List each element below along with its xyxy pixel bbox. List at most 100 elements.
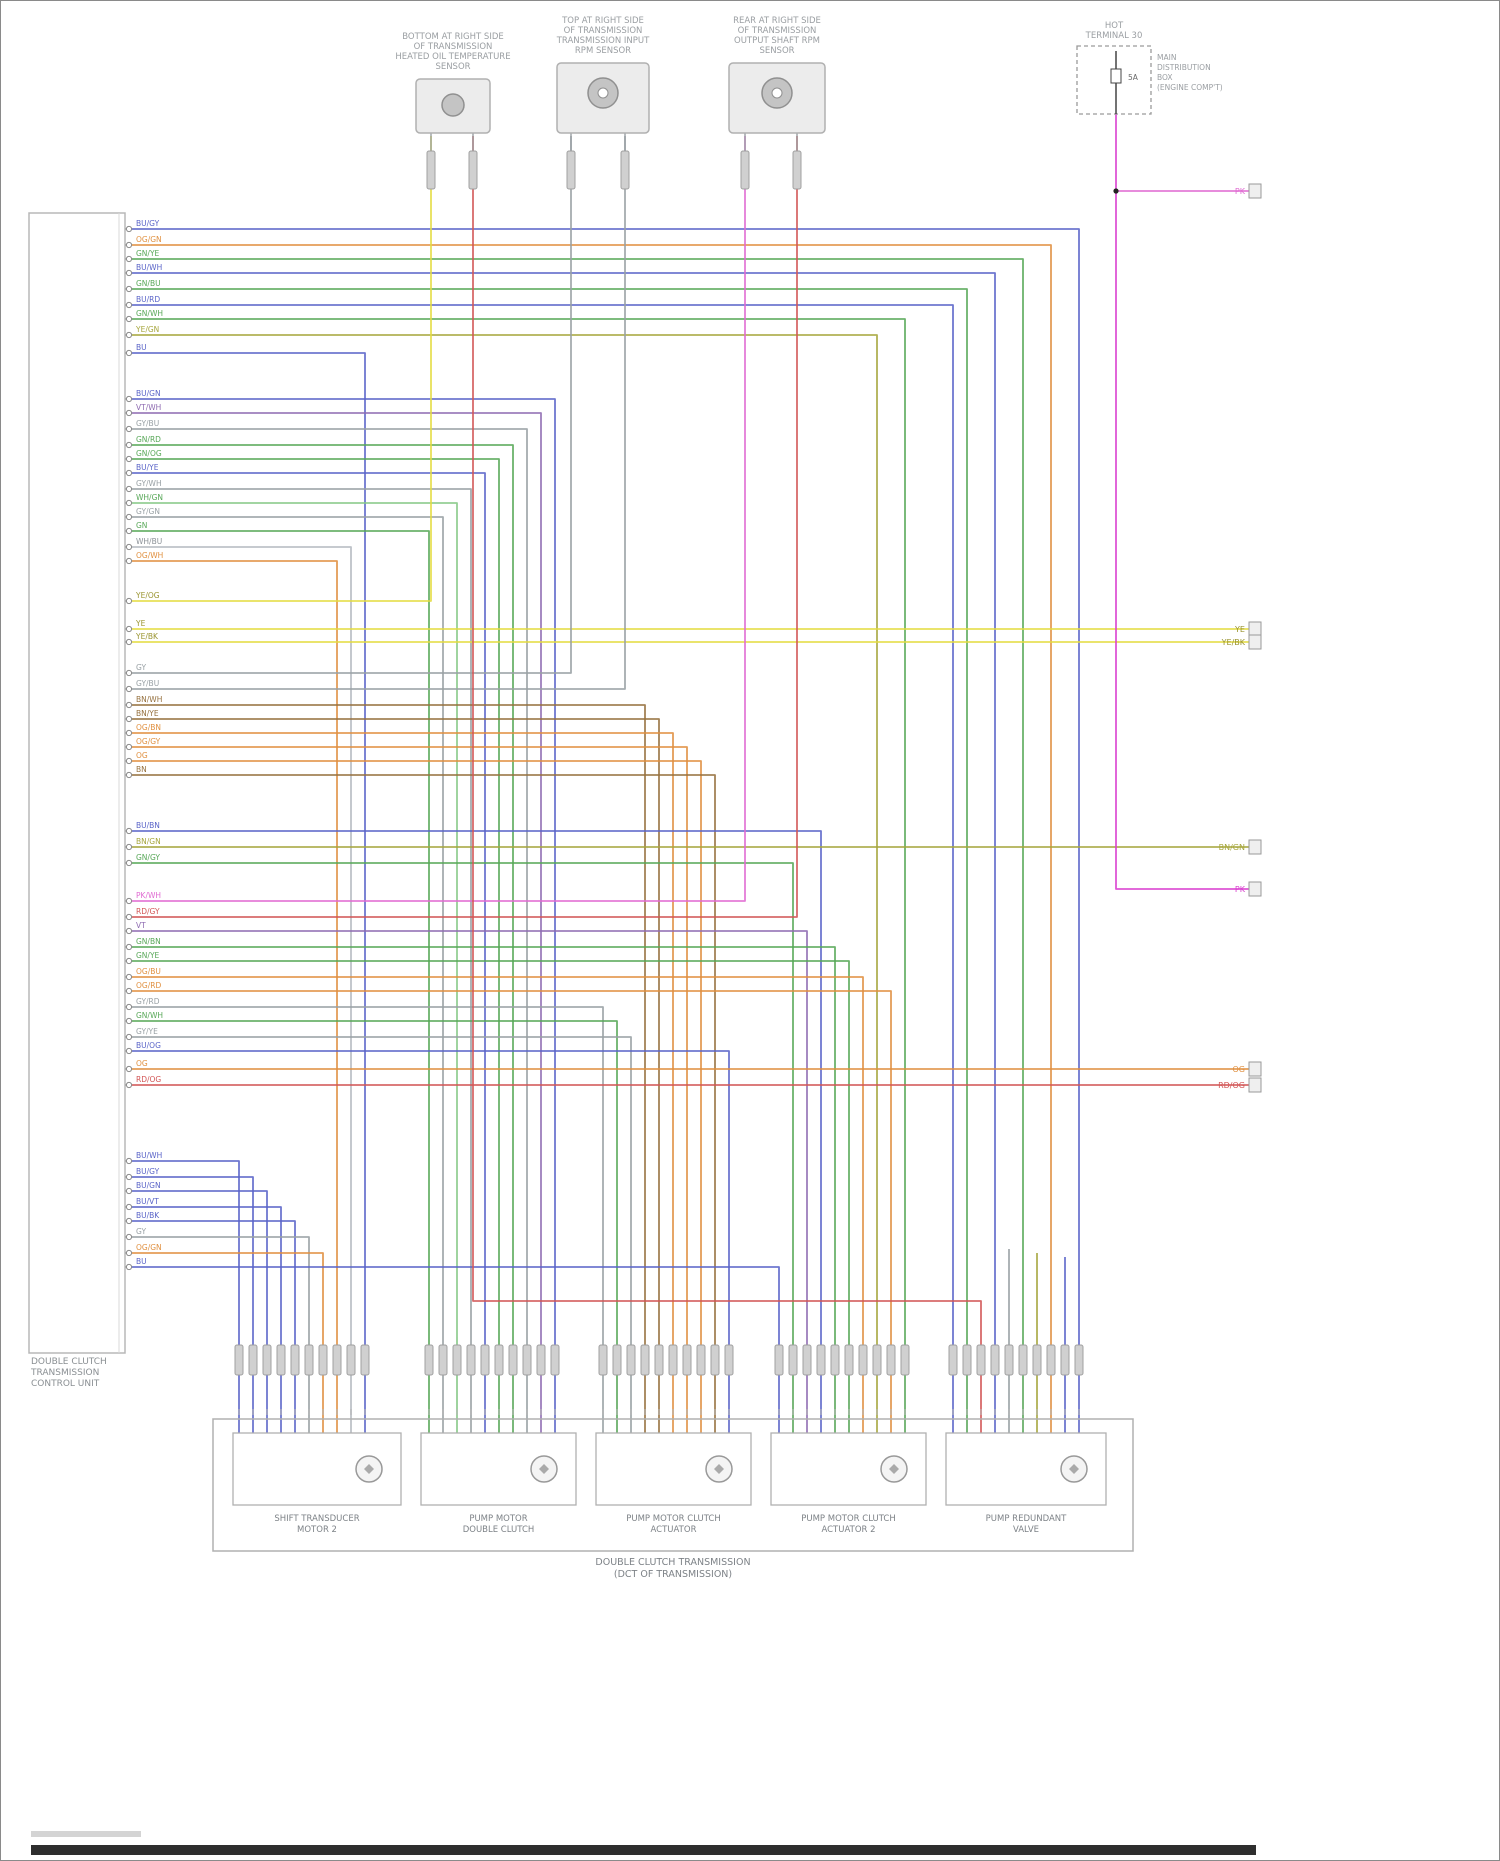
wire-bu-gy: [129, 1176, 254, 1337]
pin-terminal: [125, 743, 133, 751]
right-edge-connector: [1248, 1061, 1262, 1077]
pin-terminal: [125, 771, 133, 779]
wire-extra: [1115, 113, 1251, 890]
bottom-connector-sleeve: [774, 1344, 784, 1376]
control-unit-label-line2: TRANSMISSION: [31, 1368, 100, 1378]
bottom-connector-sleeve: [1060, 1344, 1070, 1376]
pin-code-label: BN: [136, 765, 147, 774]
right-edge-connector: [1248, 634, 1262, 650]
pin-terminal: [125, 425, 133, 433]
wire-gn-ye: [129, 258, 1024, 1337]
pin-code-label: YE: [135, 619, 146, 628]
actuator-label: PUMP REDUNDANT: [986, 1514, 1067, 1524]
pin-terminal: [125, 1047, 133, 1055]
pin-code-label: GY: [136, 1227, 146, 1236]
actuator-label: MOTOR 2: [297, 1525, 337, 1535]
pin-code-label: RD/GY: [136, 907, 160, 916]
pin-terminal: [125, 669, 133, 677]
pin-code-label: PK/WH: [136, 891, 161, 900]
pin-code-label: OG/GN: [136, 1243, 162, 1252]
right-edge-connector: [1248, 183, 1262, 199]
wire-gy-ye: [129, 1036, 632, 1337]
sensor-connector-sleeve: [792, 150, 802, 190]
pin-code-label: BU/WH: [136, 263, 162, 272]
pin-code-label: YE/GN: [135, 325, 159, 334]
wire-bu-gy: [129, 228, 1080, 1337]
pin-terminal: [125, 1017, 133, 1025]
pin-code-label: BU/YE: [136, 463, 159, 472]
pin-code-label: BU/VT: [136, 1197, 159, 1206]
bottom-connector-sleeve: [626, 1344, 636, 1376]
bottom-connector-sleeve: [830, 1344, 840, 1376]
bottom-connector-sleeve: [438, 1344, 448, 1376]
wire-bu-gn: [129, 398, 556, 1337]
bottom-connector-sleeve: [522, 1344, 532, 1376]
bottom-connector-sleeve: [290, 1344, 300, 1376]
bottom-connector-sleeve: [844, 1344, 854, 1376]
pin-code-label: GN/GY: [136, 853, 160, 862]
actuator-label: PUMP MOTOR CLUTCH: [626, 1514, 721, 1524]
wire-gy-wh: [129, 488, 472, 1337]
fusebox-caption: HOT: [1105, 21, 1124, 31]
pin-code-label: GN/RD: [136, 435, 161, 444]
pin-code-label: YE/OG: [135, 591, 160, 600]
bottom-connector-sleeve: [346, 1344, 356, 1376]
wire-bu-og: [129, 1050, 730, 1337]
actuator-label: DOUBLE CLUTCH: [463, 1525, 535, 1535]
pin-terminal: [125, 1187, 133, 1195]
pin-terminal: [125, 897, 133, 905]
transmission-enclosure-label: DOUBLE CLUTCH TRANSMISSION (DCT OF TRANS…: [213, 1557, 1133, 1581]
fusebox-note: (ENGINE COMP'T): [1157, 83, 1223, 92]
bottom-connector-sleeve: [1046, 1344, 1056, 1376]
wire-gn-wh: [129, 318, 906, 1337]
pin-code-label: GY/BU: [136, 679, 159, 688]
sensor-connector-sleeve: [468, 150, 478, 190]
fuse-rating: 5A: [1128, 73, 1139, 82]
right-connector-label: YE/BK: [1221, 638, 1246, 647]
wire-bu-rd: [129, 304, 954, 1337]
bottom-connector-sleeve: [682, 1344, 692, 1376]
pin-code-label: OG/BN: [136, 723, 161, 732]
pin-code-label: GY/RD: [136, 997, 160, 1006]
bottom-connector-sleeve: [536, 1344, 546, 1376]
bottom-connector-sleeve: [598, 1344, 608, 1376]
sensor-caption: OF TRANSMISSION: [738, 26, 817, 36]
pin-code-label: GN/YE: [136, 951, 160, 960]
wire-vt: [129, 930, 808, 1337]
right-connector-label: OG: [1233, 1065, 1246, 1074]
bottom-connector-sleeve: [508, 1344, 518, 1376]
pin-code-label: BN/WH: [136, 695, 162, 704]
pin-code-label: GY/YE: [136, 1027, 158, 1036]
pin-terminal: [125, 301, 133, 309]
motor-symbol-core: [714, 1464, 724, 1474]
control-unit-label: DOUBLE CLUTCH TRANSMISSION CONTROL UNIT: [31, 1357, 201, 1390]
pin-terminal: [125, 1249, 133, 1257]
wire-og-gy: [129, 746, 688, 1337]
pin-code-label: GN/YE: [136, 249, 160, 258]
pin-code-label: BN/GN: [136, 837, 161, 846]
wire-wh-bu: [129, 546, 352, 1337]
pin-terminal: [125, 1033, 133, 1041]
pin-code-label: RD/OG: [136, 1075, 161, 1084]
right-connector-label: PK: [1235, 885, 1246, 894]
right-edge-connector: [1248, 1077, 1262, 1093]
pin-terminal: [125, 315, 133, 323]
pin-terminal: [125, 715, 133, 723]
wire-gy-bu: [129, 136, 626, 690]
sensor-caption: TOP AT RIGHT SIDE: [561, 16, 644, 26]
wire-bn: [129, 774, 716, 1337]
pin-terminal: [125, 527, 133, 535]
pin-terminal: [125, 241, 133, 249]
fuse-symbol: [1110, 68, 1122, 84]
wire-gy-gn: [129, 516, 444, 1337]
bottom-connector-sleeve: [318, 1344, 328, 1376]
fusebox-caption: TERMINAL 30: [1085, 31, 1143, 41]
wire-rd-gy: [129, 136, 798, 918]
pin-code-label: BU/GY: [136, 1167, 160, 1176]
sensor-connector-sleeve: [740, 150, 750, 190]
pin-terminal: [125, 729, 133, 737]
sensor-caption: HEATED OIL TEMPERATURE: [395, 52, 510, 62]
wire-og-bu: [129, 976, 864, 1337]
pin-code-label: WH/BU: [136, 537, 162, 546]
